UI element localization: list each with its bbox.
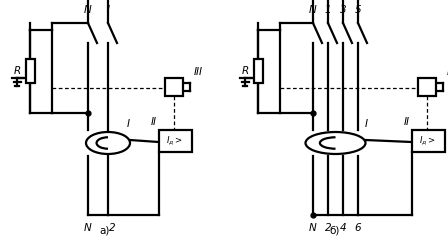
Text: 2: 2 xyxy=(109,223,115,233)
Text: $I_д>$: $I_д>$ xyxy=(418,135,435,147)
Bar xyxy=(159,130,191,152)
Bar xyxy=(254,60,263,84)
Ellipse shape xyxy=(86,132,130,154)
Text: N: N xyxy=(309,223,317,233)
Text: I: I xyxy=(127,119,130,129)
Text: а): а) xyxy=(100,225,110,235)
Text: $I_д>$: $I_д>$ xyxy=(166,135,182,147)
Text: N: N xyxy=(84,5,92,15)
Bar xyxy=(165,78,183,96)
Text: 5: 5 xyxy=(355,5,362,15)
Text: III: III xyxy=(194,67,203,77)
Text: 6: 6 xyxy=(355,223,362,233)
Bar xyxy=(412,130,444,152)
Text: б): б) xyxy=(330,225,340,235)
Text: R: R xyxy=(241,67,249,77)
Text: 3: 3 xyxy=(340,5,346,15)
Text: N: N xyxy=(309,5,317,15)
Text: III: III xyxy=(447,67,448,77)
Text: 2: 2 xyxy=(325,223,332,233)
Text: 4: 4 xyxy=(340,223,346,233)
Bar xyxy=(26,60,34,84)
Text: N: N xyxy=(84,223,92,233)
Text: I: I xyxy=(107,5,109,15)
Text: II: II xyxy=(404,117,409,127)
Text: R: R xyxy=(13,67,21,77)
Bar xyxy=(418,78,436,96)
Text: II: II xyxy=(151,117,156,127)
Ellipse shape xyxy=(306,132,366,154)
Text: I: I xyxy=(365,119,367,129)
Text: 1: 1 xyxy=(325,5,332,15)
